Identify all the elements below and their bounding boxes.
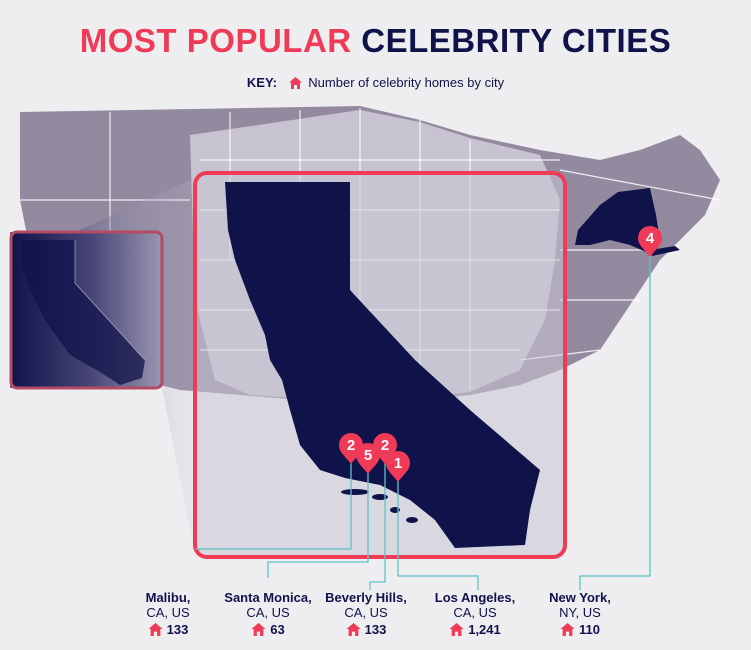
house-icon <box>148 623 163 636</box>
city-label-santa-monica: Santa Monica, CA, US 63 <box>208 590 328 637</box>
city-label-malibu: Malibu, CA, US 133 <box>108 590 228 637</box>
title-part-1: MOST POPULAR <box>79 22 352 59</box>
city-name: Los Angeles, <box>434 590 516 605</box>
city-label-beverly-hills: Beverly Hills, CA, US 133 <box>306 590 426 637</box>
pin-new-york[interactable]: 4 <box>638 226 662 257</box>
house-icon <box>288 77 302 89</box>
california-shape <box>225 182 540 548</box>
key-label: KEY: <box>246 75 278 90</box>
pin-rank: 1 <box>394 455 402 472</box>
city-count: 133 <box>364 622 387 637</box>
city-name: Beverly Hills, <box>325 590 407 605</box>
pin-rank: 2 <box>347 437 355 454</box>
city-region: NY, US <box>559 605 601 620</box>
pin-los-angeles[interactable]: 1 <box>386 451 410 482</box>
city-region: CA, US <box>246 605 290 620</box>
city-region: CA, US <box>453 605 497 620</box>
title-part-2: CELEBRITY CITIES <box>361 22 672 59</box>
city-name: New York, <box>549 590 611 605</box>
city-count: 1,241 <box>468 622 501 637</box>
city-name: Santa Monica, <box>224 590 312 605</box>
map-key: KEY: Number of celebrity homes by city <box>0 75 751 90</box>
city-name: Malibu, <box>145 590 191 605</box>
house-icon <box>449 623 464 636</box>
city-region: CA, US <box>146 605 190 620</box>
city-count: 63 <box>270 622 285 637</box>
leader-lines <box>195 252 651 590</box>
city-count: 133 <box>166 622 189 637</box>
city-region: CA, US <box>344 605 388 620</box>
pin-santa-monica[interactable]: 5 <box>356 443 380 474</box>
house-icon <box>560 623 575 636</box>
house-icon <box>251 623 266 636</box>
city-label-los-angeles: Los Angeles, CA, US 1,241 <box>415 590 535 637</box>
house-icon <box>346 623 361 636</box>
city-count: 110 <box>579 622 600 637</box>
pin-rank: 2 <box>381 437 389 454</box>
key-text: Number of celebrity homes by city <box>308 75 505 90</box>
pin-rank: 4 <box>646 230 655 247</box>
page-title: MOST POPULAR CELEBRITY CITIES <box>0 22 751 60</box>
pin-rank: 5 <box>364 447 372 464</box>
city-label-new-york: New York, NY, US 110 <box>520 590 640 637</box>
